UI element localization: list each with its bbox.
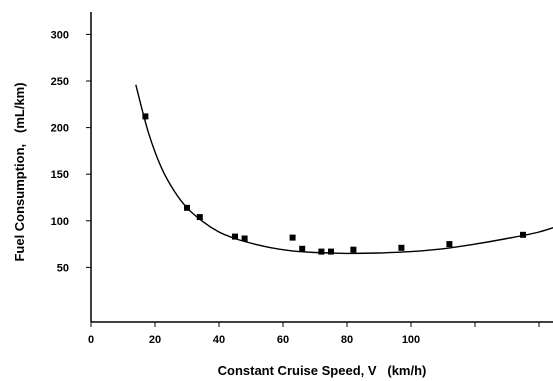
data-point (142, 113, 149, 120)
data-point (232, 233, 238, 240)
y-tick-label: 250 (51, 76, 69, 88)
x-tick-label: 0 (88, 334, 94, 346)
x-tick-label: 60 (277, 334, 289, 346)
y-tick-label: 150 (51, 169, 69, 181)
data-point (328, 248, 334, 255)
ticks: 0 20 40 60 80 100 50 100 150 200 250 300 (51, 29, 540, 346)
data-points-layer (142, 113, 526, 255)
data-point (196, 214, 203, 221)
y-tick-label: 100 (51, 216, 69, 228)
data-point (241, 235, 248, 242)
data-point (398, 244, 405, 251)
data-point (289, 234, 296, 241)
x-axis-title: Constant Cruise Speed, V (km/h) (218, 363, 427, 378)
y-axis-title: Fuel Consumption, (mL/km) (12, 82, 27, 261)
x-tick-label: 20 (149, 334, 161, 346)
data-point (446, 241, 453, 248)
x-tick-label: 100 (402, 334, 420, 346)
data-point (520, 231, 526, 238)
axes (90, 12, 553, 323)
x-tick-label: 40 (213, 334, 225, 346)
fit-curve (135, 84, 553, 255)
x-tick-label: 80 (341, 334, 353, 346)
y-tick-label: 300 (51, 29, 69, 41)
data-point (184, 204, 190, 211)
y-tick-label: 50 (57, 262, 69, 274)
data-point (350, 246, 357, 253)
y-tick-label: 200 (51, 123, 69, 135)
data-point (318, 248, 325, 255)
fit-curve-layer (135, 84, 553, 255)
data-point (299, 245, 306, 252)
